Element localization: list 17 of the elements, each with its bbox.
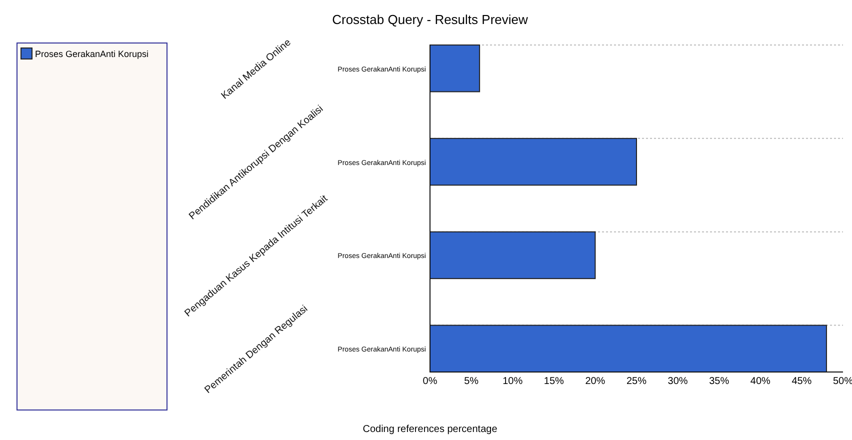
x-tick-label: 15%	[544, 376, 564, 387]
x-tick-label: 10%	[502, 376, 523, 387]
chart-title: Crosstab Query - Results Preview	[332, 12, 528, 27]
bar	[430, 138, 637, 186]
x-tick-label: 40%	[750, 376, 771, 387]
x-tick-label: 20%	[585, 376, 606, 387]
x-tick-label: 25%	[626, 376, 647, 387]
x-tick-label: 5%	[464, 376, 479, 387]
bar	[430, 324, 827, 372]
x-tick-label: 30%	[668, 376, 688, 387]
x-tick-label: 45%	[792, 376, 812, 387]
legend-label: Proses GerakanAnti Korupsi	[35, 49, 149, 59]
x-tick-label: 35%	[709, 376, 730, 387]
bar	[430, 44, 480, 92]
bar	[430, 231, 596, 280]
x-axis-title: Coding references percentage	[362, 424, 498, 435]
x-tick-label: 0%	[422, 376, 438, 387]
